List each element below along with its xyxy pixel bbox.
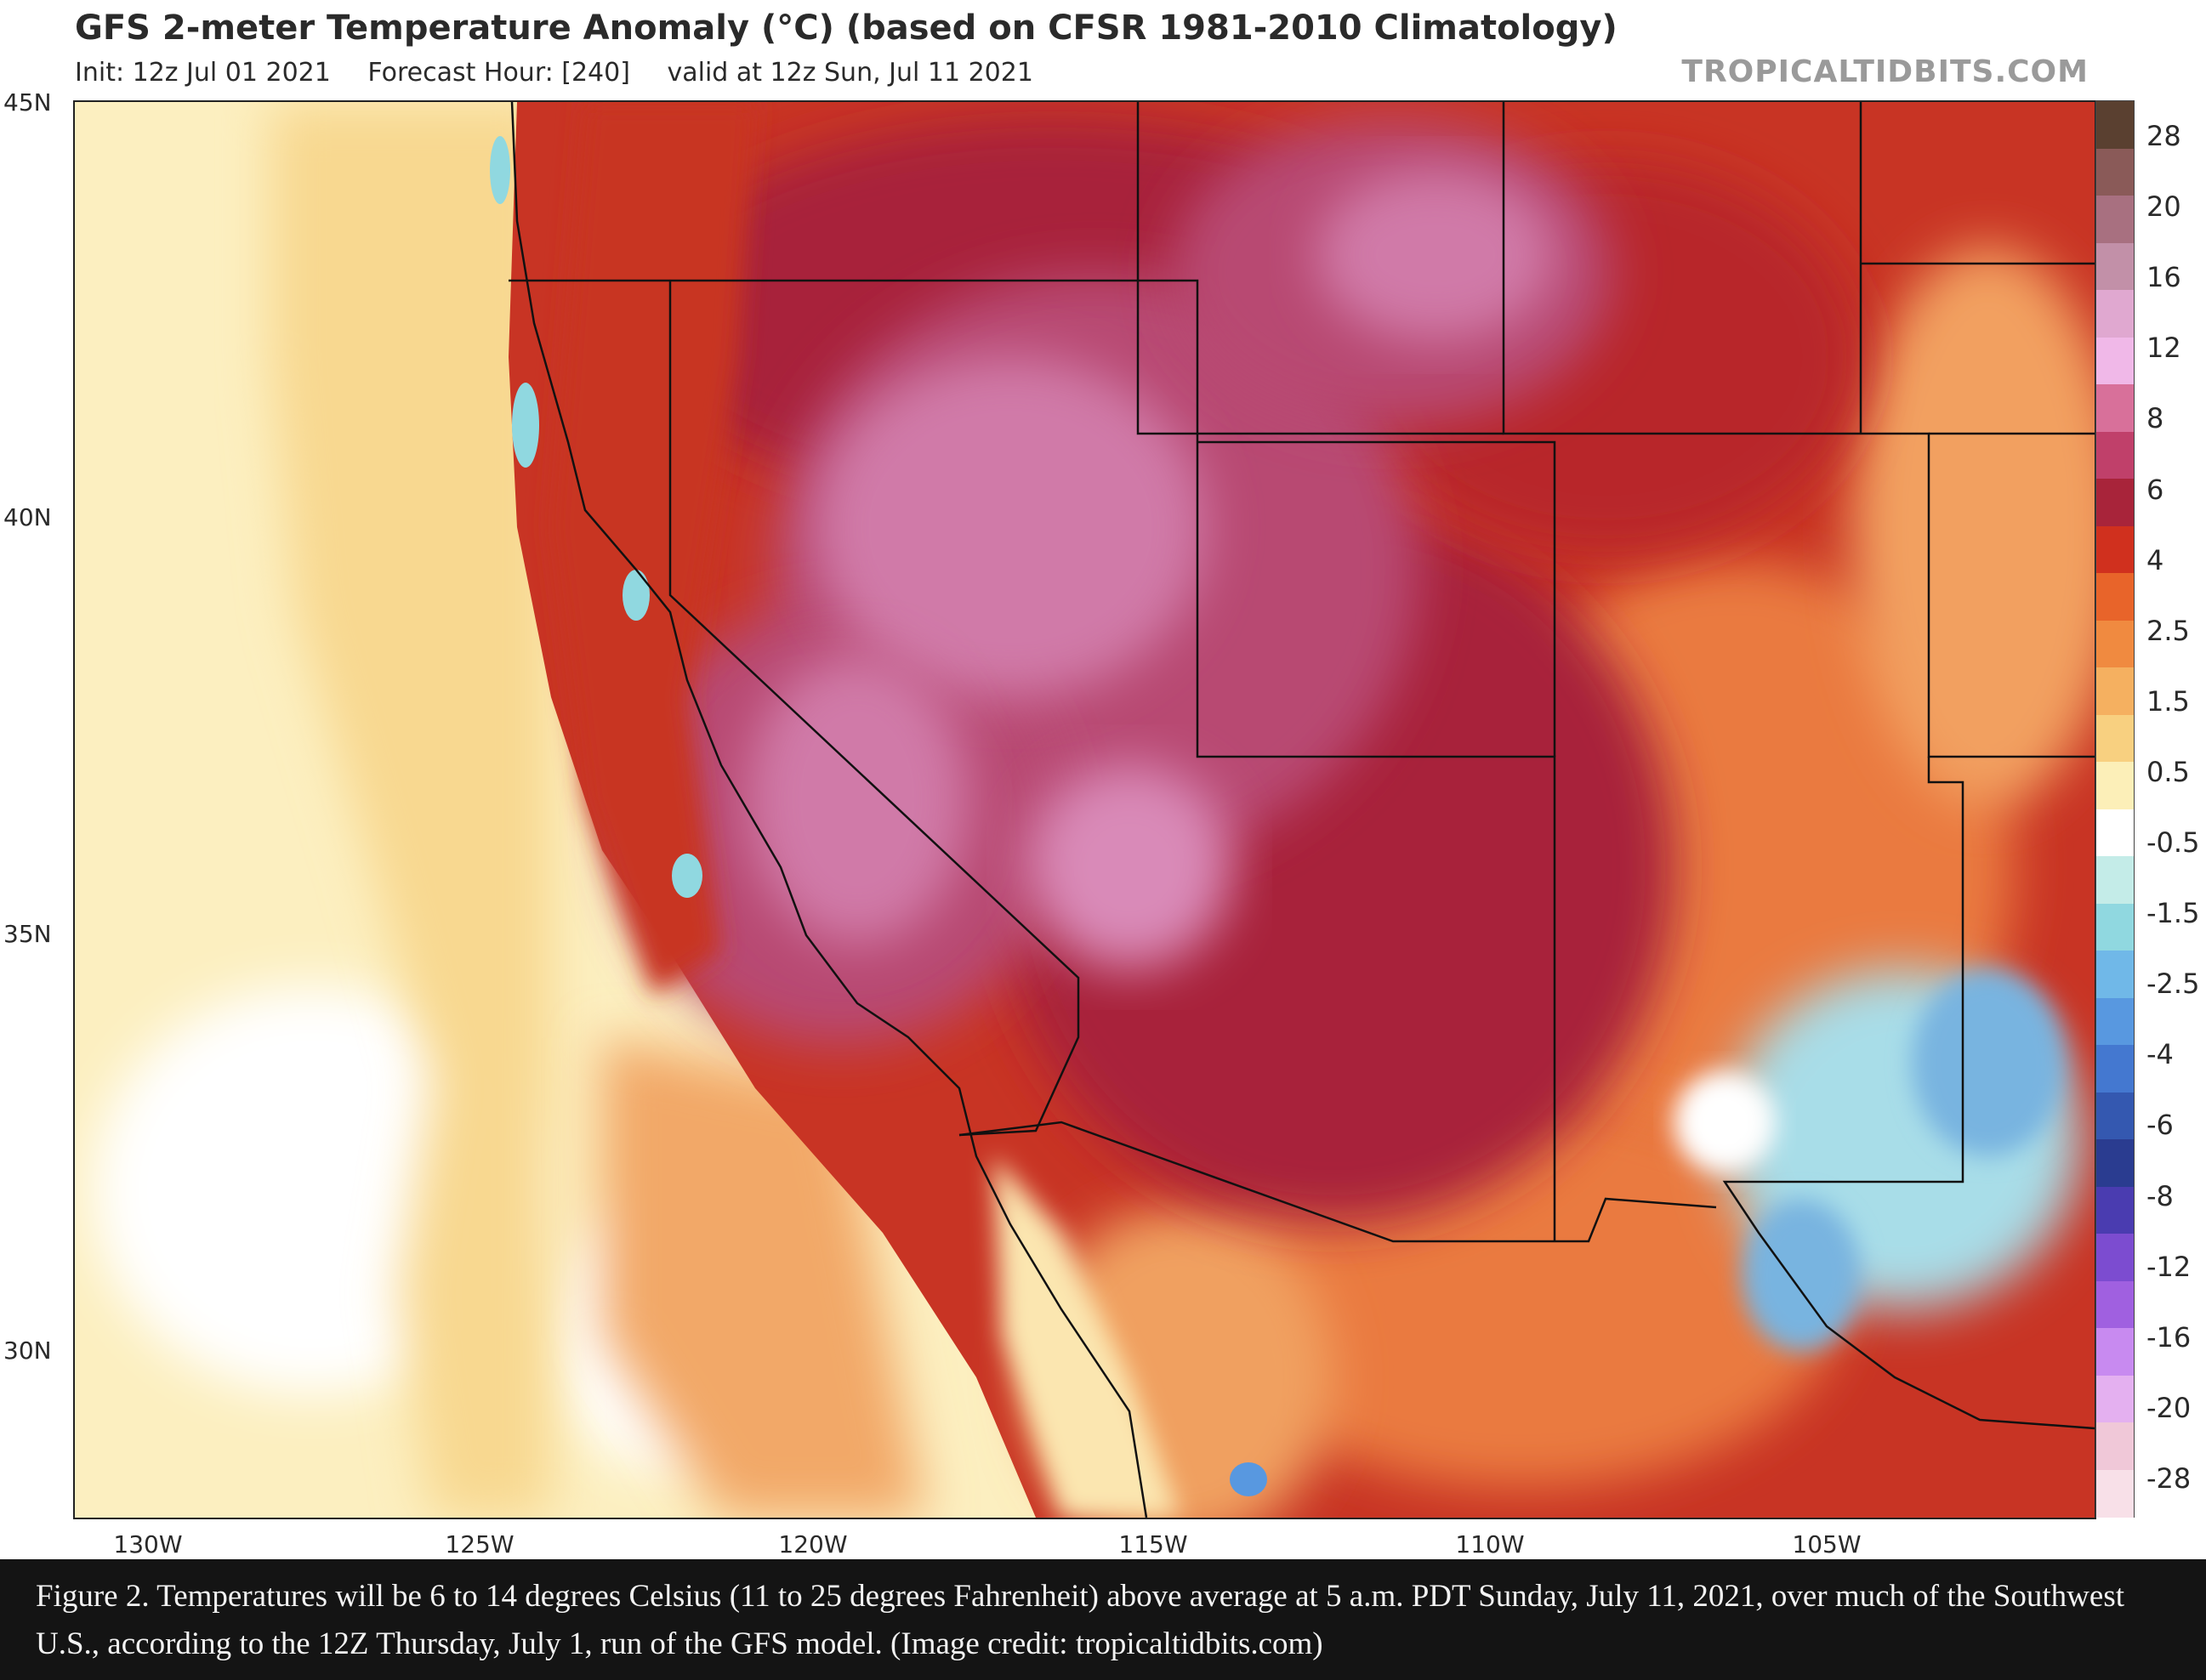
colorbar-segment [2096, 148, 2134, 196]
map-canvas [75, 102, 2095, 1518]
colorbar-label: -1.5 [2146, 897, 2200, 930]
colorbar-segment [2096, 1234, 2134, 1282]
lon-label-105w: 105W [1792, 1530, 1862, 1558]
colorbar-segment [2096, 431, 2134, 480]
map-subtitle: Init: 12z Jul 01 2021 Forecast Hour: [24… [75, 58, 1062, 88]
colorbar-segment [2096, 1139, 2134, 1188]
colorbar-segment [2096, 1186, 2134, 1234]
lat-label-30n: 30N [3, 1337, 52, 1365]
colorbar-label: 1.5 [2146, 684, 2190, 718]
lat-label-40n: 40N [3, 503, 52, 531]
lon-label-125w: 125W [445, 1530, 515, 1558]
colorbar-segment [2096, 951, 2134, 999]
lon-label-120w: 120W [778, 1530, 848, 1558]
lat-label-45n: 45N [3, 88, 52, 116]
temperature-anomaly-map [73, 100, 2096, 1519]
colorbar-segment [2096, 1092, 2134, 1140]
colorbar-segment [2096, 809, 2134, 857]
colorbar-label: 6 [2146, 473, 2164, 506]
map-header: GFS 2-meter Temperature Anomaly (°C) (ba… [0, 0, 2206, 100]
colorbar-segment [2096, 101, 2134, 150]
forecast-hour: Forecast Hour: [240] [367, 58, 630, 88]
colorbar-label: -28 [2146, 1461, 2192, 1495]
colorbar-segment [2096, 573, 2134, 621]
colorbar-segment [2096, 856, 2134, 905]
colorbar-segment [2096, 903, 2134, 951]
colorbar-label: -2.5 [2146, 968, 2200, 1001]
colorbar-segment [2096, 762, 2134, 810]
colorbar-label: -0.5 [2146, 826, 2200, 859]
figure-caption: Figure 2. Temperatures will be 6 to 14 d… [0, 1559, 2206, 1680]
colorbar-segment [2096, 997, 2134, 1046]
colorbar-segment [2096, 196, 2134, 244]
colorbar-segment [2096, 1375, 2134, 1423]
colorbar-label: -4 [2146, 1038, 2174, 1071]
colorbar [2095, 100, 2135, 1518]
colorbar-segment [2096, 242, 2134, 291]
lon-label-115w: 115W [1118, 1530, 1188, 1558]
state-borders [509, 102, 2095, 1518]
colorbar-segment [2096, 384, 2134, 433]
source-watermark: TROPICALTIDBITS.COM [1681, 54, 2089, 89]
colorbar-segment [2096, 714, 2134, 763]
colorbar-label: 8 [2146, 402, 2164, 435]
colorbar-segment [2096, 337, 2134, 385]
colorbar-label: -12 [2146, 1250, 2192, 1283]
lon-label-110w: 110W [1455, 1530, 1525, 1558]
colorbar-segment [2096, 479, 2134, 527]
colorbar-segment [2096, 1328, 2134, 1376]
lat-label-35n: 35N [3, 920, 52, 948]
colorbar-segment [2096, 1422, 2134, 1471]
caption-text: Figure 2. Temperatures will be 6 to 14 d… [36, 1579, 2125, 1661]
init-time: Init: 12z Jul 01 2021 [75, 58, 331, 88]
colorbar-segment [2096, 667, 2134, 716]
colorbar-label: 16 [2146, 261, 2181, 294]
colorbar-label: 0.5 [2146, 755, 2190, 788]
colorbar-segment [2096, 1469, 2134, 1518]
colorbar-label: 2.5 [2146, 614, 2190, 647]
lon-label-130w: 130W [113, 1530, 183, 1558]
colorbar-segment [2096, 1045, 2134, 1093]
colorbar-label: -16 [2146, 1320, 2192, 1354]
colorbar-label: 4 [2146, 543, 2164, 576]
valid-time: valid at 12z Sun, Jul 11 2021 [667, 58, 1033, 88]
colorbar-label: -20 [2146, 1391, 2192, 1424]
coastal-ocean-warm [270, 102, 551, 1518]
colorbar-label: -8 [2146, 1179, 2174, 1212]
colorbar-segment [2096, 290, 2134, 338]
colorbar-segment [2096, 1280, 2134, 1329]
map-title: GFS 2-meter Temperature Anomaly (°C) (ba… [75, 9, 1618, 48]
colorbar-label: -6 [2146, 1109, 2174, 1142]
colorbar-label: 20 [2146, 190, 2181, 224]
colorbar-segment [2096, 620, 2134, 668]
colorbar-label: 12 [2146, 332, 2181, 365]
colorbar-segment [2096, 525, 2134, 574]
colorbar-label: 28 [2146, 120, 2181, 152]
